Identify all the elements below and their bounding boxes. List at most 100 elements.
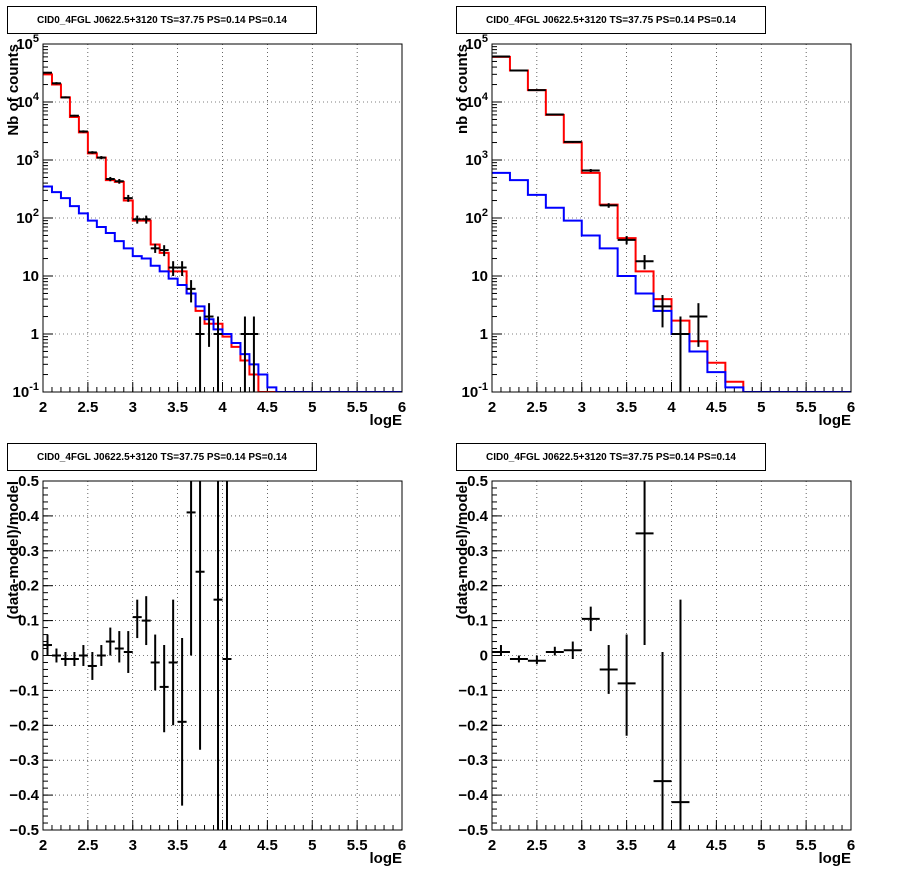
x-tick-label: 5 (308, 837, 316, 854)
y-tick-label: 0 (31, 648, 39, 665)
x-tick-label: 2.5 (77, 399, 98, 416)
panel-title-bottom-left: CID0_4FGL J0622.5+3120 TS=37.75 PS=0.14 … (7, 443, 317, 471)
data-layer (492, 55, 851, 392)
series-line-1 (492, 171, 851, 392)
x-tick-label: 2 (488, 837, 496, 854)
x-tick-label: 6 (398, 837, 406, 854)
series-line-0 (492, 55, 851, 392)
x-tick-label: 5.5 (796, 399, 817, 416)
x-tick-label: 4.5 (257, 837, 278, 854)
y-axis-label: nb of counts (454, 44, 471, 134)
y-tick-label: 102 (16, 207, 39, 227)
x-tick-label: 3.5 (616, 399, 637, 416)
y-tick-label: −0.3 (9, 752, 39, 769)
plot-area (492, 481, 851, 830)
x-tick-label: 2 (488, 399, 496, 416)
plot-frame (42, 480, 403, 831)
panel-2: 2 2.5 3 3.5 4 4.5 5 5.5 6 −0.5 −0.4 −0.3 −0.2 −0.1 0 0.… (5, 473, 406, 867)
x-tick-label: 5 (308, 399, 316, 416)
x-tick-label: 5 (757, 399, 765, 416)
x-tick-label: 2.5 (77, 837, 98, 854)
x-axis-label: logE (819, 850, 852, 867)
y-tick-label: 0.2 (467, 578, 488, 595)
y-tick-label: 1 (480, 326, 488, 343)
x-tick-label: 2.5 (526, 837, 547, 854)
data-layer (43, 71, 402, 392)
y-tick-label: 103 (465, 149, 488, 169)
y-tick-label: 104 (16, 91, 40, 111)
y-tick-label: 0.3 (18, 543, 39, 560)
y-tick-label: 10 (22, 268, 39, 285)
y-tick-label: 0 (480, 648, 488, 665)
y-tick-label: −0.4 (458, 787, 488, 804)
y-tick-label: −0.4 (9, 787, 39, 804)
y-tick-label: 0.3 (467, 543, 488, 560)
y-tick-label: 102 (465, 207, 488, 227)
x-tick-label: 4.5 (706, 399, 727, 416)
y-axis-label: (data-model)/model (5, 481, 22, 619)
x-axis-label: logE (370, 412, 403, 429)
data-layer (43, 481, 232, 830)
x-tick-label: 3 (578, 399, 586, 416)
panel-1: 2 2.5 3 3.5 4 4.5 5 5.5 6 10-1 1 10 102 103 104 105 logE… (454, 33, 855, 429)
data-layer (492, 481, 690, 830)
x-tick-label: 4.5 (257, 399, 278, 416)
y-tick-label: 10-1 (13, 381, 39, 401)
x-tick-label: 6 (398, 399, 406, 416)
x-tick-label: 4 (667, 399, 676, 416)
x-tick-label: 3 (129, 837, 137, 854)
panel-3: 2 2.5 3 3.5 4 4.5 5 5.5 6 −0.5 −0.4 −0.3 −0.2 −0.1 0 0.… (454, 473, 855, 867)
x-tick-label: 3.5 (167, 399, 188, 416)
x-axis-label: logE (819, 412, 852, 429)
x-tick-label: 5.5 (347, 837, 368, 854)
y-tick-label: 0.4 (18, 508, 40, 525)
y-tick-label: 105 (465, 33, 488, 53)
y-tick-label: −0.5 (458, 822, 488, 839)
panel-title-top-right: CID0_4FGL J0622.5+3120 TS=37.75 PS=0.14 … (456, 6, 766, 34)
y-tick-label: 10-1 (462, 381, 488, 401)
x-tick-label: 3 (578, 837, 586, 854)
x-axis-label: logE (370, 850, 403, 867)
y-tick-label: 104 (465, 91, 489, 111)
y-tick-label: 10 (471, 268, 488, 285)
x-tick-label: 2.5 (526, 399, 547, 416)
panel-title-bottom-right: CID0_4FGL J0622.5+3120 TS=37.75 PS=0.14 … (456, 443, 766, 471)
y-tick-label: −0.3 (458, 752, 488, 769)
x-tick-label: 3.5 (167, 837, 188, 854)
x-tick-label: 4 (218, 399, 227, 416)
x-tick-label: 6 (847, 399, 855, 416)
panel-title-top-left: CID0_4FGL J0622.5+3120 TS=37.75 PS=0.14 … (7, 6, 317, 34)
x-tick-label: 3 (129, 399, 137, 416)
x-tick-label: 4.5 (706, 837, 727, 854)
x-tick-label: 3.5 (616, 837, 637, 854)
y-tick-label: 0.5 (18, 473, 39, 490)
x-tick-label: 5 (757, 837, 765, 854)
y-tick-label: 1 (31, 326, 39, 343)
y-tick-label: 0.5 (467, 473, 488, 490)
y-axis-label: (data-model)/model (454, 481, 471, 619)
panel-0: 2 2.5 3 3.5 4 4.5 5 5.5 6 10-1 1 10 102 103 104 105 logE… (5, 33, 406, 429)
series-line-1 (43, 185, 402, 392)
plot-frame (491, 43, 852, 393)
y-tick-label: 0.4 (467, 508, 489, 525)
y-tick-label: −0.1 (458, 682, 488, 699)
y-tick-label: 0.1 (467, 613, 488, 630)
x-tick-label: 2 (39, 837, 47, 854)
y-axis-label: Nb of counts (5, 44, 22, 136)
x-tick-label: 2 (39, 399, 47, 416)
y-tick-label: 105 (16, 33, 39, 53)
y-tick-label: −0.2 (458, 717, 488, 734)
x-tick-label: 4 (218, 837, 227, 854)
y-tick-label: 0.2 (18, 578, 39, 595)
x-tick-label: 5.5 (796, 837, 817, 854)
y-tick-label: −0.2 (9, 717, 39, 734)
y-tick-label: 103 (16, 149, 39, 169)
x-tick-label: 6 (847, 837, 855, 854)
plot-frame (42, 43, 403, 393)
y-tick-label: −0.1 (9, 682, 39, 699)
x-tick-label: 4 (667, 837, 676, 854)
plot-frame (491, 480, 852, 831)
x-tick-label: 5.5 (347, 399, 368, 416)
y-tick-label: −0.5 (9, 822, 39, 839)
